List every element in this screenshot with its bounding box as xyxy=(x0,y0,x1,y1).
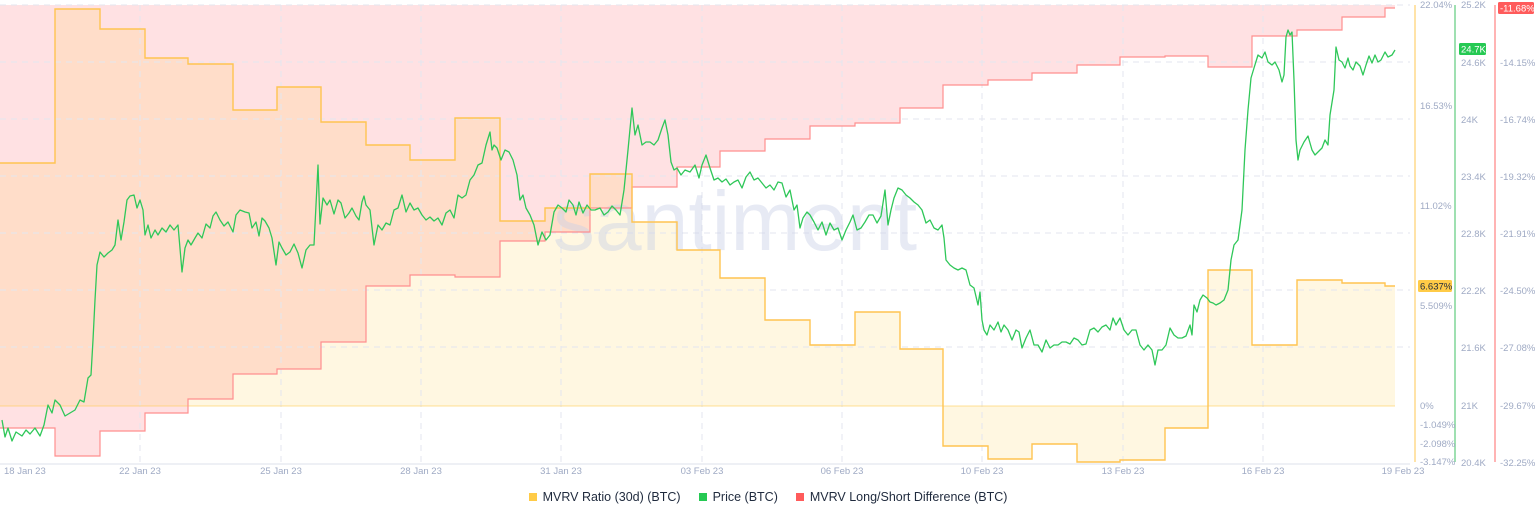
svg-text:24.7K: 24.7K xyxy=(1461,45,1486,56)
svg-text:-1.049%: -1.049% xyxy=(1420,420,1456,431)
longshort-line[interactable] xyxy=(0,7,1395,457)
svg-text:-32.25%: -32.25% xyxy=(1500,458,1536,469)
svg-text:11.02%: 11.02% xyxy=(1420,201,1452,212)
x-axis: 18 Jan 23 22 Jan 23 25 Jan 23 28 Jan 23 … xyxy=(4,466,1424,477)
svg-text:-24.50%: -24.50% xyxy=(1500,286,1536,297)
svg-text:22.8K: 22.8K xyxy=(1461,229,1486,240)
svg-text:5.509%: 5.509% xyxy=(1420,301,1453,312)
longshort-axis: -14.15% -16.74% -19.32% -21.91% -24.50% … xyxy=(1500,58,1536,469)
svg-text:22.04%: 22.04% xyxy=(1420,0,1453,11)
legend-label: Price (BTC) xyxy=(712,490,778,504)
svg-text:21.6K: 21.6K xyxy=(1461,343,1486,354)
chart-canvas[interactable]: santiment 22.04% 16.53% 11.02% 5.509% 0%… xyxy=(0,0,1536,480)
price-current-badge: 24.7K xyxy=(1459,43,1486,56)
svg-text:28 Jan 23: 28 Jan 23 xyxy=(400,466,442,477)
svg-text:21K: 21K xyxy=(1461,401,1479,412)
svg-text:6.637%: 6.637% xyxy=(1420,282,1453,293)
svg-text:24K: 24K xyxy=(1461,115,1479,126)
watermark: santiment xyxy=(553,174,917,268)
svg-text:22 Jan 23: 22 Jan 23 xyxy=(119,466,161,477)
svg-text:-3.147%: -3.147% xyxy=(1420,457,1456,468)
svg-text:25 Jan 23: 25 Jan 23 xyxy=(260,466,302,477)
svg-text:0%: 0% xyxy=(1420,401,1434,412)
price-swatch-icon xyxy=(698,493,707,501)
mvrv-current-badge: 6.637% xyxy=(1418,280,1453,293)
price-line[interactable] xyxy=(1,29,1396,442)
svg-text:-21.91%: -21.91% xyxy=(1500,229,1536,240)
grid xyxy=(0,4,1410,462)
svg-text:06 Feb 23: 06 Feb 23 xyxy=(821,466,864,477)
svg-text:-11.68%: -11.68% xyxy=(1500,4,1535,15)
price-axis: 25.2K 24.6K 24K 23.4K 22.8K 22.2K 21.6K … xyxy=(1461,0,1486,469)
legend-item-price[interactable]: Price (BTC) xyxy=(698,490,778,504)
svg-text:31 Jan 23: 31 Jan 23 xyxy=(540,466,582,477)
svg-text:25.2K: 25.2K xyxy=(1461,0,1486,11)
legend: MVRV Ratio (30d) (BTC) Price (BTC) MVRV … xyxy=(0,490,1536,504)
mvrv-swatch-icon xyxy=(528,493,537,501)
svg-text:-29.67%: -29.67% xyxy=(1500,401,1536,412)
svg-text:-19.32%: -19.32% xyxy=(1500,172,1536,183)
legend-label: MVRV Ratio (30d) (BTC) xyxy=(542,490,681,504)
svg-text:13 Feb 23: 13 Feb 23 xyxy=(1102,466,1145,477)
svg-text:19 Feb 23: 19 Feb 23 xyxy=(1382,466,1425,477)
svg-text:16.53%: 16.53% xyxy=(1420,101,1453,112)
svg-text:-16.74%: -16.74% xyxy=(1500,115,1536,126)
svg-text:23.4K: 23.4K xyxy=(1461,172,1486,183)
svg-text:20.4K: 20.4K xyxy=(1461,458,1486,469)
mvrv-axis: 22.04% 16.53% 11.02% 5.509% 0% -1.049% -… xyxy=(1420,0,1456,468)
svg-text:-2.098%: -2.098% xyxy=(1420,439,1456,450)
svg-text:22.2K: 22.2K xyxy=(1461,286,1486,297)
longshort-area xyxy=(0,5,1395,456)
svg-text:-14.15%: -14.15% xyxy=(1500,58,1536,69)
longshort-swatch-icon xyxy=(795,493,804,501)
svg-text:-27.08%: -27.08% xyxy=(1500,343,1536,354)
legend-item-longshort[interactable]: MVRV Long/Short Difference (BTC) xyxy=(795,490,1008,504)
mvrv-line[interactable] xyxy=(0,8,1395,463)
longshort-current-badge: -11.68% xyxy=(1498,2,1535,15)
svg-text:16 Feb 23: 16 Feb 23 xyxy=(1242,466,1285,477)
svg-text:10 Feb 23: 10 Feb 23 xyxy=(961,466,1004,477)
svg-text:18 Jan 23: 18 Jan 23 xyxy=(4,466,46,477)
legend-label: MVRV Long/Short Difference (BTC) xyxy=(809,490,1008,504)
svg-text:24.6K: 24.6K xyxy=(1461,58,1486,69)
svg-text:03 Feb 23: 03 Feb 23 xyxy=(681,466,724,477)
legend-item-mvrv[interactable]: MVRV Ratio (30d) (BTC) xyxy=(528,490,681,504)
